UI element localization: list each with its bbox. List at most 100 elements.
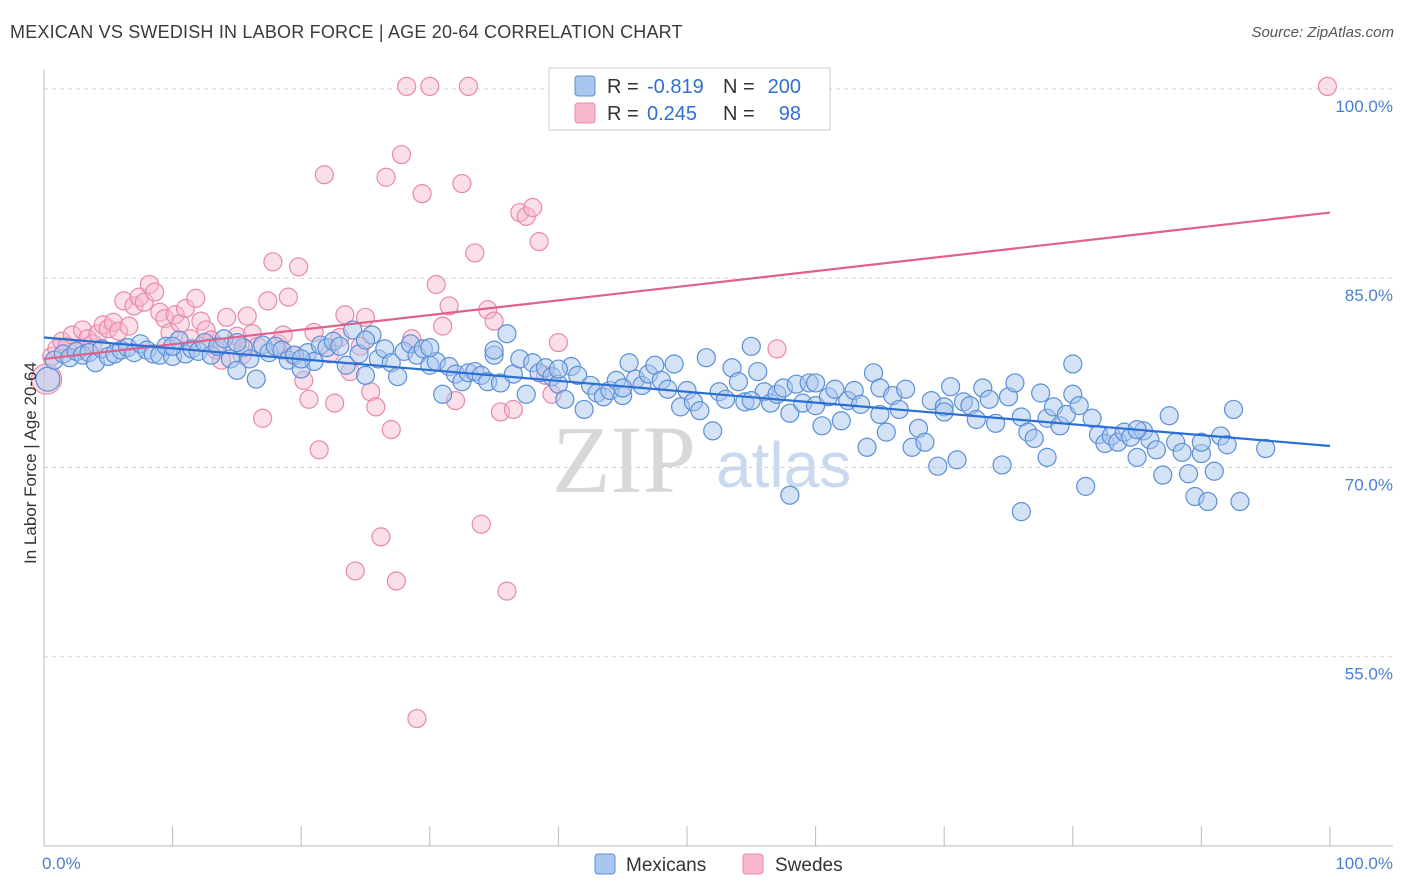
mexicans-point: [825, 379, 845, 399]
swedes-point: [412, 184, 432, 204]
mexicans-point: [1031, 383, 1051, 403]
swedes-point: [144, 282, 165, 302]
mexicans-point: [1063, 354, 1083, 374]
swedes-point: [386, 571, 406, 591]
mexicans-point: [1011, 502, 1031, 522]
mexicans-point: [1159, 406, 1179, 426]
mexicans-point: [728, 372, 749, 392]
watermark-zip: ZIP: [552, 406, 696, 513]
swedes-point: [397, 76, 417, 97]
swedes-point: [420, 76, 440, 97]
axes: [43, 70, 1393, 847]
mexicans-point: [163, 336, 183, 356]
mexicans-point: [876, 422, 896, 442]
swedes-point: [465, 243, 485, 263]
mexicans-point: [696, 348, 716, 368]
swedes-point: [503, 399, 523, 420]
mexicans-point: [420, 337, 440, 358]
swedes-point: [289, 257, 309, 277]
mexicans-point: [966, 409, 986, 430]
mexicans-point: [484, 340, 504, 360]
swedes-point: [108, 321, 129, 341]
mexicans-point: [246, 369, 266, 389]
swedes-point: [134, 292, 154, 312]
swedes-point: [497, 581, 517, 601]
mexicans-point: [1082, 408, 1102, 428]
series-legend: Mexicans Swedes: [594, 853, 843, 876]
legend-r-value-mexicans: -0.819: [647, 76, 704, 98]
swedes-point: [767, 339, 787, 359]
y-tick-label: 100.0%: [1335, 97, 1393, 116]
swedes-point: [165, 305, 185, 325]
swedes-point: [314, 165, 334, 185]
mexicans-point: [568, 365, 588, 385]
swedes-point: [263, 252, 283, 272]
mexicans-point: [915, 432, 935, 452]
y-axis-title: In Labor Force | Age 20-64: [21, 362, 40, 564]
mexicans-point: [613, 378, 633, 398]
legend-r-label-mexicans: R =: [607, 76, 639, 98]
legend-n-value-mexicans: 200: [768, 76, 801, 98]
mexicans-point: [1223, 399, 1244, 420]
swedes-point: [253, 408, 273, 428]
mexicans-trend-line: [43, 336, 1331, 448]
series-swedes-points: [30, 76, 1338, 729]
mexicans-point: [1198, 491, 1218, 512]
mexicans-point: [619, 353, 639, 373]
mexicans-point: [330, 336, 350, 356]
swedes-point: [471, 514, 491, 534]
mexicans-point: [1153, 465, 1173, 485]
swedes-point: [119, 316, 139, 336]
mexicans-point: [741, 336, 761, 356]
bottom-legend-swatch-swedes: [742, 853, 764, 875]
mexicans-point: [516, 384, 536, 404]
swedes-point: [548, 332, 569, 353]
mexicans-point: [896, 379, 916, 399]
swedes-point: [103, 312, 124, 332]
mexicans-point: [857, 437, 877, 457]
mexicans-point: [780, 403, 800, 423]
legend-box: [548, 67, 831, 131]
x-tick-label-min: 0.0%: [42, 854, 81, 873]
mexicans-point: [812, 416, 832, 436]
swedes-point: [258, 291, 278, 311]
mexicans-point: [1024, 428, 1044, 449]
mexicans-point: [336, 355, 356, 375]
mexicans-point: [748, 361, 768, 382]
mexicans-point: [715, 389, 736, 409]
mexicans-point: [741, 390, 761, 411]
mexicans-point: [355, 365, 376, 385]
mexicans-point: [831, 411, 851, 431]
swedes-point: [186, 288, 206, 308]
swedes-point: [391, 144, 412, 165]
swedes-point: [371, 527, 391, 547]
trend-lines: [43, 211, 1331, 448]
legend-r-value-swedes: 0.245: [647, 103, 697, 125]
swedes-trend-line: [43, 211, 1331, 361]
mexicans-point: [690, 401, 710, 421]
chart-title: MEXICAN VS SWEDISH IN LABOR FORCE | AGE …: [10, 22, 683, 42]
mexicans-point: [355, 330, 376, 350]
x-tick-label-max: 100.0%: [1335, 854, 1393, 873]
swedes-point: [72, 320, 93, 340]
swedes-point: [299, 389, 319, 409]
swedes-point: [278, 287, 298, 307]
swedes-point: [458, 76, 478, 97]
swedes-point: [452, 173, 472, 194]
mexicans-point: [664, 354, 684, 374]
mexicans-point: [1230, 491, 1250, 512]
mexicans-point: [851, 394, 871, 414]
swedes-point: [366, 397, 386, 417]
legend-n-value-swedes: 98: [779, 103, 801, 125]
mexicans-point: [240, 349, 260, 369]
mexicans-point: [1076, 476, 1096, 496]
legend-n-label-mexicans: N =: [723, 76, 755, 98]
swedes-point: [529, 232, 549, 252]
mexicans-point: [548, 359, 569, 379]
mexicans-point: [1178, 464, 1199, 484]
swedes-point: [191, 311, 211, 331]
swedes-point: [407, 708, 427, 729]
swedes-point: [345, 561, 365, 581]
y-tick-label: 85.0%: [1345, 286, 1393, 305]
y-tick-label: 55.0%: [1345, 665, 1393, 684]
